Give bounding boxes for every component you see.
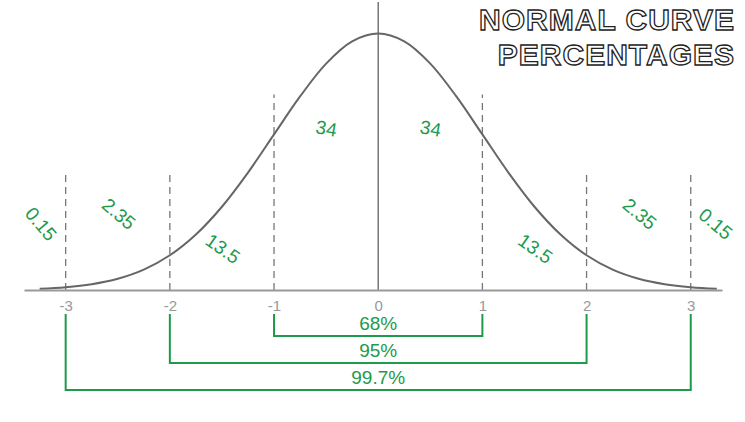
boundary-line [273,94,274,290]
x-tick-label: -3 [59,297,72,314]
boundary-line [65,175,66,290]
region-label: 13.5 [202,230,244,268]
region-label: 0.15 [21,203,61,245]
region-label: 13.5 [514,230,556,268]
x-tick-label: -2 [164,297,177,314]
bracket-label: 99.7% [351,367,405,388]
boundary-line [482,94,483,290]
bracket [66,314,691,390]
x-tick: -1 [268,290,281,314]
region-label: 0.15 [695,204,737,244]
x-tick-label: 0 [375,297,383,314]
region-label: 2.35 [98,194,140,234]
normal-curve [40,34,717,289]
bracket [274,314,482,336]
chart-title-line: NORMAL CURVE [479,3,735,36]
region-label: 2.35 [619,194,661,234]
chart-container: -3 -2 -1 0 1 2 3 0.15 2.35 13.5 34 34 13.5 2.35 0.15 68… [0,0,745,422]
region-label: 34 [314,116,339,140]
x-tick-label: 2 [583,297,591,314]
chart-title-line: PERCENTAGES [498,38,735,71]
brackets: 68% 95% 99.7% [66,313,691,390]
x-tick: 0 [375,290,383,314]
region-label: 34 [418,116,443,140]
x-tick: 3 [687,290,695,314]
x-tick: -2 [164,290,177,314]
bracket-label: 95% [359,340,397,361]
boundary-line [169,175,170,290]
chart-svg: -3 -2 -1 0 1 2 3 0.15 2.35 13.5 34 34 13.5 2.35 0.15 68… [0,0,745,422]
bracket [170,314,587,363]
boundary-line [586,175,587,290]
x-tick: -3 [59,290,72,314]
x-tick: 1 [479,290,487,314]
x-tick: 2 [583,290,591,314]
bracket-label: 68% [359,313,397,334]
chart-title: NORMAL CURVEPERCENTAGES [479,3,735,71]
x-axis: -3 -2 -1 0 1 2 3 [25,290,723,314]
x-tick-label: 3 [687,297,695,314]
x-tick-label: -1 [268,297,281,314]
x-tick-label: 1 [479,297,487,314]
boundary-line [690,175,691,290]
center-line [377,2,379,290]
region-labels: 0.15 2.35 13.5 34 34 13.5 2.35 0.15 [21,116,737,268]
x-axis-line [25,290,723,292]
